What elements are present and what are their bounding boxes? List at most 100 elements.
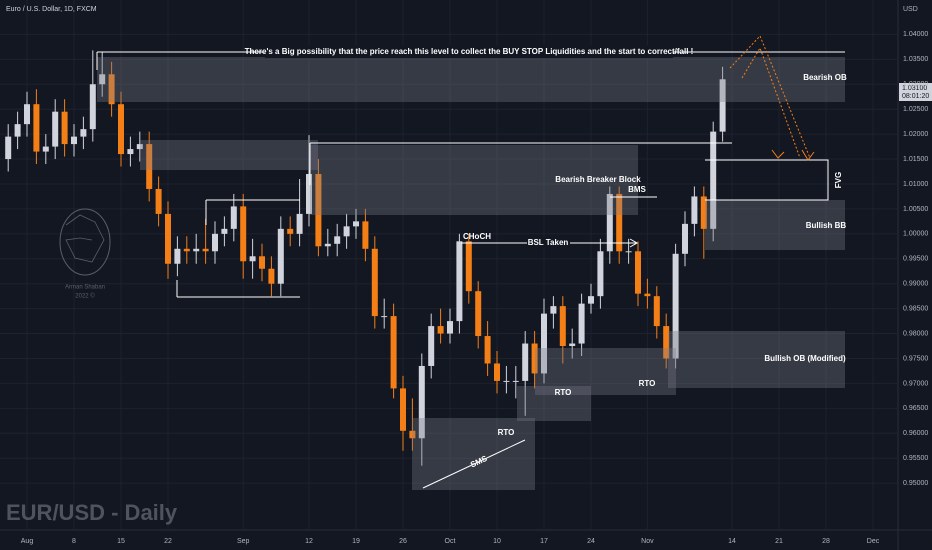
candle-body [212, 233, 218, 252]
rto-zone [517, 386, 591, 421]
candle-body [136, 144, 143, 150]
candle-body [691, 196, 698, 224]
y-tick-label: 0.95500 [903, 455, 928, 462]
y-tick-label: 0.99000 [903, 281, 928, 288]
candle-body [193, 248, 200, 252]
candle-body [428, 326, 435, 366]
logo-name: Arman Shaban [65, 285, 105, 291]
breaker-zone [310, 145, 638, 215]
y-tick-label: 1.00500 [903, 206, 928, 213]
y-tick-label: 0.96000 [903, 430, 928, 437]
candle-body [371, 248, 378, 317]
watermark: EUR/USD - Daily [6, 500, 178, 525]
candle-body [80, 129, 87, 137]
x-tick-label: 12 [305, 538, 313, 545]
fvg-bracket [705, 159, 829, 201]
candle-body [221, 228, 228, 234]
candle-body [597, 251, 604, 297]
candle-body [653, 296, 660, 327]
logo-head [59, 208, 111, 276]
arrow-head [771, 149, 785, 159]
plot [0, 0, 898, 530]
zone-label: Bearish OB [803, 73, 847, 82]
countdown: 08:01:20 [902, 93, 929, 100]
candle-body [700, 196, 707, 229]
y-tick-label: 1.02000 [903, 131, 928, 138]
candle-body [362, 221, 369, 249]
x-tick-label: Sep [237, 538, 250, 545]
candle-body [118, 104, 124, 155]
candle-body [71, 136, 77, 145]
candle-body [418, 365, 425, 439]
zone-label: Bullish BB [806, 221, 847, 230]
candle-body [465, 241, 472, 292]
candle-body [606, 193, 613, 252]
candle-body [14, 124, 21, 137]
candle-body [437, 326, 444, 334]
note: There's a Big possibility that the price… [245, 47, 694, 56]
chart-title: Euro / U.S. Dollar, 1D, FXCM [6, 6, 97, 13]
zone-label: Bearish Breaker Block [555, 175, 641, 184]
label: FVG [834, 172, 843, 188]
candle-body [616, 193, 623, 252]
rto-zone [412, 418, 535, 490]
candle-body [249, 256, 256, 262]
label: CHoCH [463, 232, 491, 241]
bearish-ob-zone [97, 57, 845, 102]
last-price-bg [899, 83, 932, 101]
projection-arrow [741, 46, 801, 159]
candle-body [456, 241, 463, 322]
x-tick-label: Nov [641, 538, 654, 545]
candle-body [503, 380, 510, 382]
x-tick-label: 24 [587, 538, 595, 545]
candle-body [127, 149, 134, 155]
arrow-head [801, 149, 815, 161]
candle-body [522, 343, 529, 381]
candle-body [541, 313, 547, 374]
y-tick-label: 1.02500 [903, 106, 928, 113]
candle-body [155, 188, 162, 214]
candle-body [531, 343, 538, 374]
candle-body [324, 243, 331, 247]
candle-body [390, 316, 397, 389]
currency: USD [903, 6, 918, 13]
x-tick-label: 14 [728, 538, 736, 545]
candle-body [334, 236, 341, 244]
x-tick-label: 21 [775, 538, 783, 545]
candle-body [353, 221, 359, 227]
candle-body [644, 293, 651, 297]
rto-zone [535, 348, 676, 395]
candle-body [719, 79, 726, 132]
candle-body [24, 104, 30, 125]
x-tick-label: Oct [445, 538, 456, 545]
label-bg [527, 237, 570, 249]
zones [97, 57, 845, 490]
x-tick-label: Dec [867, 538, 880, 545]
candle-body [381, 316, 388, 318]
y-tick-label: 1.01500 [903, 156, 928, 163]
candle-body [484, 336, 491, 364]
candle-body [475, 291, 482, 337]
candle-body [287, 228, 294, 234]
x-tick-label: 10 [493, 538, 501, 545]
candle-body [5, 136, 12, 160]
candle-body [268, 268, 275, 284]
candle-body [296, 213, 303, 234]
candle-body [315, 174, 322, 247]
y-tick-label: 1.01000 [903, 181, 928, 188]
bullish-bb-zone [705, 200, 845, 250]
candle-body [569, 343, 576, 347]
candle-body [663, 326, 670, 359]
candle-body [710, 131, 717, 229]
bullish-ob-zone [668, 331, 845, 388]
candle-body [494, 363, 500, 381]
candle-body [578, 303, 585, 344]
supply-zone [140, 140, 318, 170]
candle-body [99, 74, 106, 85]
candle-body [52, 111, 59, 147]
candle-body [343, 226, 350, 237]
candle-body [183, 248, 190, 252]
candle-body [409, 430, 416, 439]
candle-body [625, 251, 632, 253]
x-tick-label: 17 [540, 538, 548, 545]
